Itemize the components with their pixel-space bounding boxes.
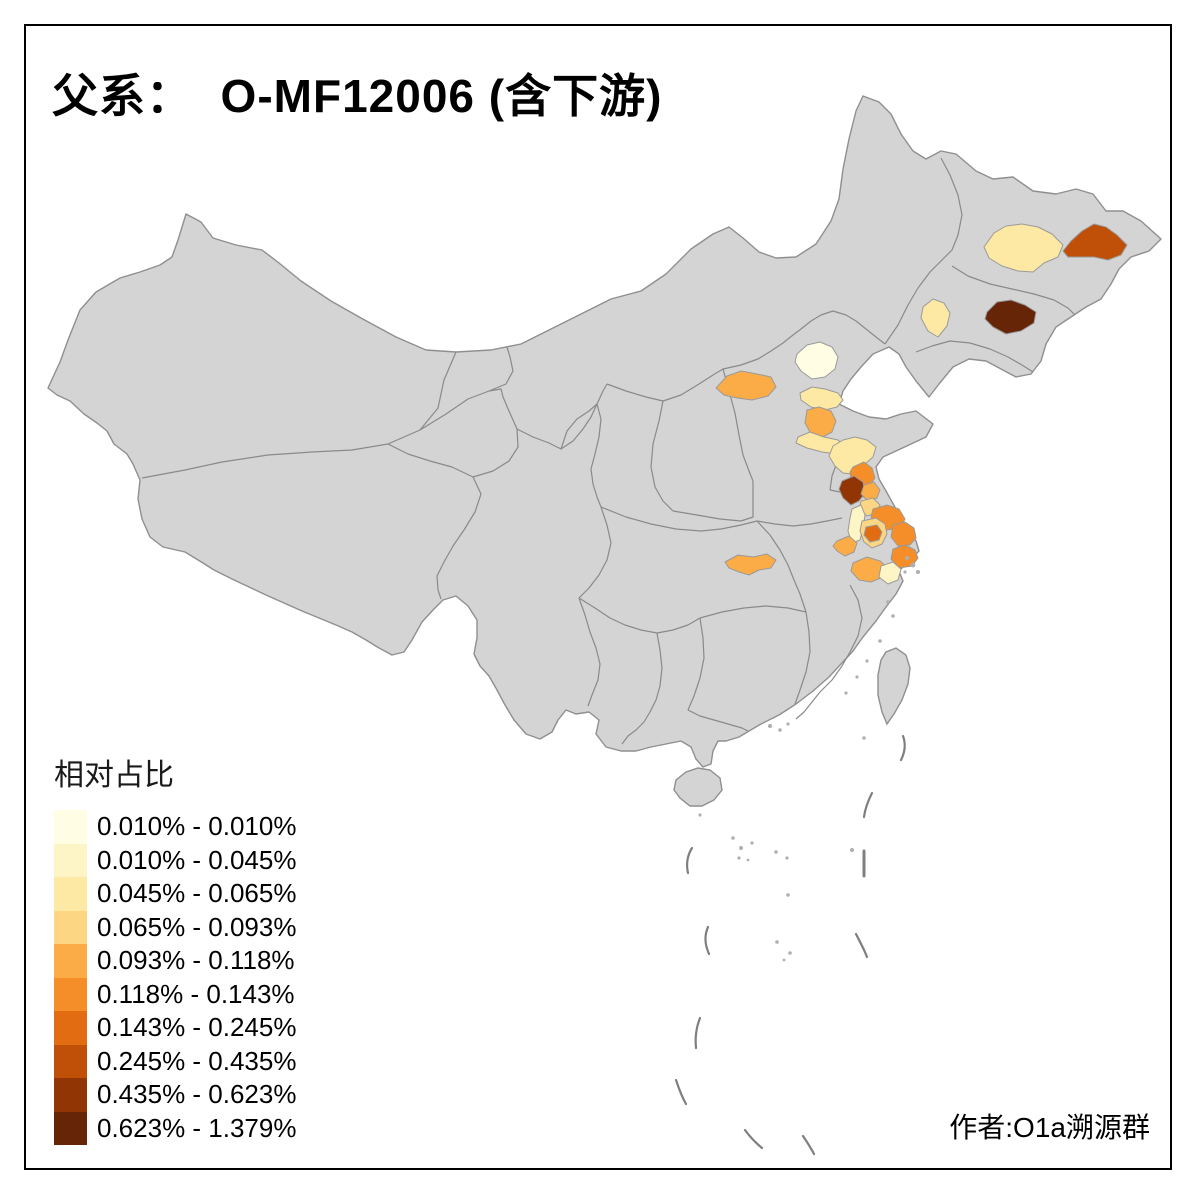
map-region-1: [983, 223, 1064, 273]
legend-swatch-8: [54, 1044, 87, 1078]
legend-label-7: 0.143% - 0.245%: [97, 1012, 297, 1043]
map-region-22: [724, 553, 777, 576]
map-region-2: [1062, 223, 1128, 261]
legend-row-10: 0.623% - 1.379%: [54, 1111, 297, 1145]
nine-dash-line: [674, 734, 906, 1156]
taiwan-island: [877, 647, 911, 726]
legend-row-5: 0.093% - 0.118%: [54, 944, 296, 978]
legend-label-9: 0.435% - 0.623%: [97, 1079, 297, 1110]
legend-label-8: 0.245% - 0.435%: [97, 1045, 297, 1076]
map-region-12: [838, 475, 866, 506]
legend-swatch-4: [54, 910, 87, 944]
south-china-sea-features: [674, 556, 920, 1156]
map-region-7: [799, 386, 844, 411]
map-region-19: [890, 521, 917, 547]
legend-label-2: 0.010% - 0.045%: [97, 844, 297, 875]
legend-entries: 0.010% - 0.010% 0.010% - 0.045% 0.045% - 0…: [54, 810, 296, 1145]
map-region-18: [863, 524, 883, 543]
legend-row-6: 0.118% - 0.143%: [54, 977, 296, 1011]
legend-label-3: 0.045% - 0.065%: [97, 878, 297, 909]
map-region-8: [804, 406, 837, 439]
map-region-4: [920, 298, 951, 338]
landmass-group: [47, 95, 1162, 807]
legend-row-8: 0.245% - 0.435%: [54, 1044, 297, 1078]
colored-regions-group: [715, 223, 1128, 585]
mainland-landmass: [47, 95, 1162, 768]
author-attribution: 作者:O1a溯源群: [949, 1112, 1150, 1143]
legend-row-7: 0.143% - 0.245%: [54, 1011, 296, 1045]
legend: 相对占比 0.010% - 0.010% 0.010% - 0.045% 0.045…: [54, 750, 296, 1145]
map-region-5: [794, 341, 839, 380]
legend-label-5: 0.093% - 0.118%: [97, 945, 295, 976]
legend-swatch-9: [54, 1078, 87, 1112]
hainan-island: [673, 767, 723, 807]
island-specks: [698, 556, 920, 962]
legend-label-1: 0.010% - 0.010%: [97, 811, 297, 842]
legend-label-6: 0.118% - 0.143%: [97, 978, 295, 1009]
legend-swatch-1: [54, 810, 87, 844]
map-region-21: [832, 535, 858, 557]
legend-label-10: 0.623% - 1.379%: [97, 1112, 297, 1143]
legend-row-3: 0.045% - 0.065%: [54, 877, 296, 911]
legend-title: 相对占比: [54, 759, 174, 792]
legend-row-2: 0.010% - 0.045%: [54, 843, 297, 877]
legend-swatch-3: [54, 877, 87, 911]
legend-row-9: 0.435% - 0.623%: [54, 1078, 296, 1112]
map-region-20: [890, 544, 919, 569]
map-region-6: [715, 370, 777, 401]
legend-swatch-5: [54, 944, 87, 978]
map-region-3: [984, 299, 1037, 335]
legend-swatch-7: [54, 1011, 87, 1045]
legend-row-4: 0.065% - 0.093%: [54, 910, 297, 944]
legend-swatch-2: [54, 843, 87, 877]
legend-row-1: 0.010% - 0.010%: [54, 810, 296, 844]
map-region-13: [860, 481, 881, 502]
legend-swatch-6: [54, 977, 87, 1011]
legend-label-4: 0.065% - 0.093%: [97, 911, 297, 942]
legend-swatch-10: [54, 1111, 87, 1145]
map-title: 父系： O-MF12006 (含下游): [52, 70, 663, 122]
map-region-24: [878, 561, 902, 585]
